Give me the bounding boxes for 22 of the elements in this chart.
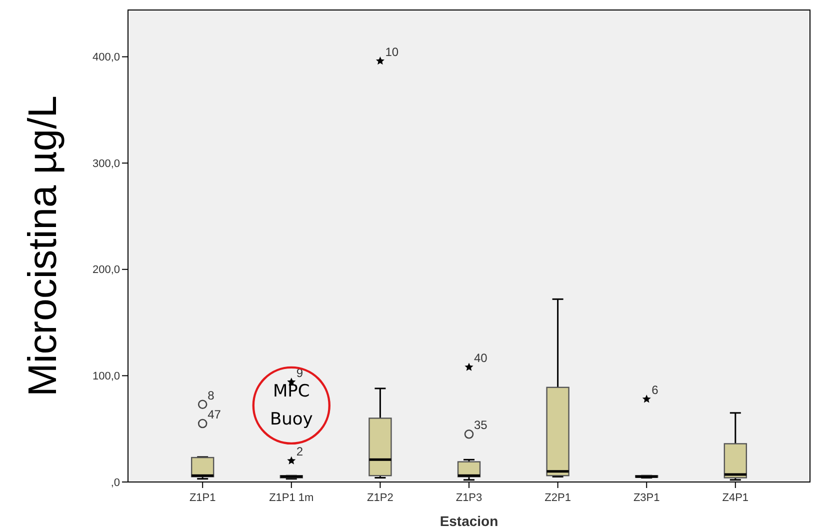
annotation: 6 [652,383,659,398]
annotation: 47 [208,408,222,422]
x-tick-label: Z1P3 [456,492,482,504]
annotation: MPC Buoy [270,381,313,430]
x-tick-label: Z1P2 [367,492,394,504]
x-tick-label: Z4P1 [722,492,749,504]
y-tick-label: 300,0 [92,158,120,170]
annotation: 8 [208,388,215,402]
x-tick-label: Z1P1 1m [269,492,314,504]
annotation: 2 [296,444,304,459]
annotation: 10 [385,45,399,60]
x-tick-label: Z3P1 [633,492,660,504]
y-axis-title: Microcistina µg/L [21,96,65,396]
y-tick-label: ,0 [110,476,120,489]
x-tick-label: Z2P1 [544,492,571,504]
annotation: 35 [474,418,488,432]
x-axis-title: Estacion [440,513,498,529]
y-tick-label: 100,0 [92,370,120,383]
y-tick-label: 200,0 [92,264,120,276]
annotation: 40 [474,351,488,366]
y-tick-label: 400,0 [92,52,120,64]
x-tick-label: Z1P1 [189,492,216,504]
